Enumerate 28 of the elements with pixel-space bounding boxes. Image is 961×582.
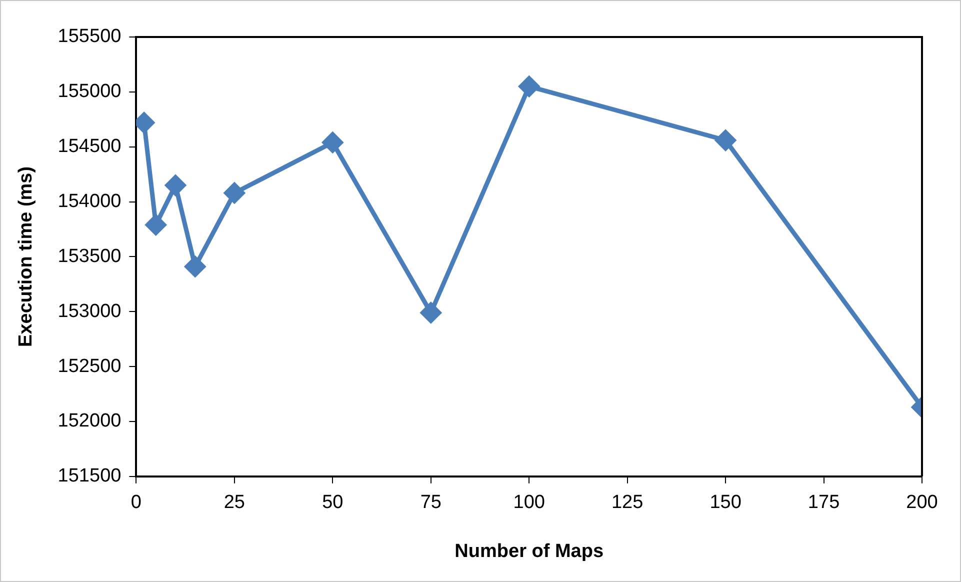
y-axis-title: Execution time (ms) [16, 166, 37, 347]
y-tick-label: 153500 [58, 246, 122, 267]
point [322, 132, 343, 153]
point [146, 214, 166, 236]
x-tick-label: 25 [224, 492, 245, 514]
y-tick-label: 153000 [58, 300, 122, 322]
point [518, 76, 540, 97]
y-tick-label: 151500 [58, 466, 122, 487]
x-axis-title: Number of Maps [454, 540, 604, 562]
y-tick-label: 155000 [58, 81, 122, 102]
x-tick-label: 100 [513, 492, 545, 514]
y-tick-label: 152500 [58, 356, 122, 377]
x-tick-label: 75 [420, 492, 442, 514]
x-tick-label: 200 [906, 492, 938, 514]
y-tick-label: 152000 [58, 410, 122, 432]
point [420, 302, 442, 323]
x-tick-label: 150 [710, 492, 742, 514]
x-tick-label: 0 [130, 492, 142, 514]
y-tick-label: 155500 [58, 26, 122, 48]
y-tick-label: 154500 [58, 136, 122, 158]
point [224, 182, 245, 204]
point [715, 130, 736, 151]
x-tick-label: 125 [611, 492, 644, 514]
y-tick-label: 154000 [58, 191, 122, 212]
point [165, 175, 186, 196]
x-tick-label: 50 [322, 492, 344, 514]
x-tick-label: 175 [808, 492, 840, 514]
point [184, 256, 206, 277]
